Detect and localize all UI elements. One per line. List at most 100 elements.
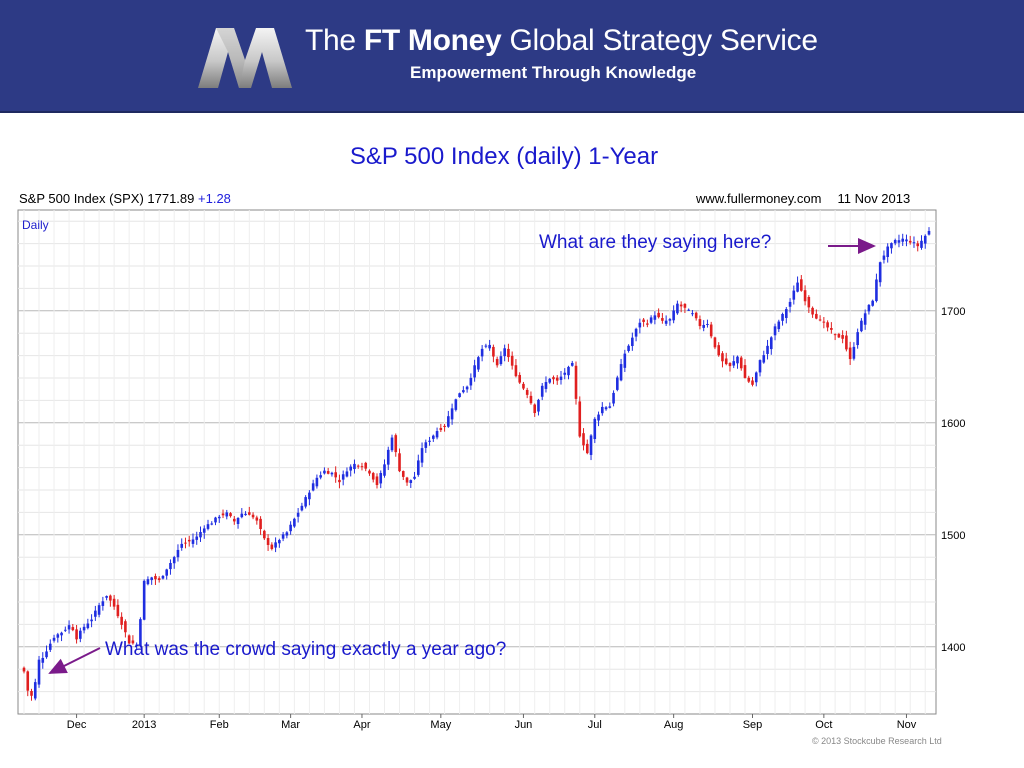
candle-body bbox=[713, 337, 717, 348]
candle-body bbox=[214, 517, 217, 523]
candle-body bbox=[82, 626, 86, 631]
candle-body bbox=[56, 634, 60, 638]
candle-body bbox=[60, 632, 63, 636]
candle-body bbox=[792, 290, 796, 300]
candle-body bbox=[616, 377, 619, 390]
candle-body bbox=[240, 513, 244, 518]
candle-body bbox=[41, 657, 45, 663]
candle-body bbox=[176, 549, 180, 558]
candle-body bbox=[469, 377, 473, 386]
copyright: © 2013 Stockcube Research Ltd bbox=[812, 736, 942, 746]
candle-body bbox=[454, 399, 458, 410]
candle-body bbox=[439, 427, 443, 431]
candle-body bbox=[323, 470, 326, 474]
candle-body bbox=[236, 518, 240, 525]
interval-label: Daily bbox=[22, 218, 49, 232]
candle-body bbox=[529, 395, 533, 404]
candle-body bbox=[447, 416, 450, 427]
candle-body bbox=[732, 361, 736, 366]
candle-body bbox=[274, 542, 277, 548]
brand-prefix: The bbox=[305, 24, 356, 57]
candle-body bbox=[139, 619, 142, 646]
candle-body bbox=[743, 365, 747, 378]
candle-body bbox=[206, 524, 210, 529]
candle-body bbox=[694, 312, 698, 319]
candle-body bbox=[326, 471, 330, 474]
candle-body bbox=[37, 659, 41, 685]
candle-body bbox=[90, 619, 93, 622]
candle-body bbox=[401, 471, 405, 477]
candle-body bbox=[837, 334, 841, 338]
candle-body bbox=[353, 463, 356, 470]
candle-body bbox=[281, 534, 285, 539]
candle-body bbox=[709, 324, 713, 337]
candle-body bbox=[26, 671, 30, 691]
brand-suffix: Global Strategy Service bbox=[509, 24, 819, 57]
candle-body bbox=[330, 472, 334, 475]
annotation-top: What are they saying here? bbox=[539, 232, 772, 253]
candle-body bbox=[923, 235, 927, 244]
candle-body bbox=[289, 524, 292, 532]
candle-body bbox=[278, 540, 281, 544]
price-change: +1.28 bbox=[198, 191, 231, 206]
candle-body bbox=[830, 328, 833, 330]
candle-body bbox=[683, 303, 687, 308]
candle-body bbox=[135, 644, 138, 646]
candle-body bbox=[796, 282, 799, 292]
candle-body bbox=[375, 476, 379, 486]
instrument-label: S&P 500 Index (SPX) 1771.89 bbox=[19, 191, 195, 206]
candle-body bbox=[154, 576, 157, 580]
candle-body bbox=[428, 440, 431, 442]
candle-body bbox=[199, 531, 202, 538]
candle-body bbox=[94, 610, 97, 617]
candle-body bbox=[379, 473, 383, 484]
chart-instrument-header: S&P 500 Index (SPX) 1771.89 +1.28 bbox=[19, 191, 231, 206]
candle-body bbox=[856, 332, 859, 346]
candle-body bbox=[777, 321, 781, 330]
candle-body bbox=[585, 443, 589, 454]
candle-body bbox=[927, 230, 931, 235]
candle-body bbox=[702, 324, 705, 328]
candle-body bbox=[75, 629, 78, 640]
candle-body bbox=[232, 518, 236, 522]
candle-body bbox=[424, 442, 428, 448]
candle-body bbox=[251, 514, 255, 518]
candle-body bbox=[548, 378, 552, 383]
candle-body bbox=[751, 380, 754, 385]
x-tick-label: Mar bbox=[281, 719, 300, 731]
candle-body bbox=[649, 317, 653, 323]
x-tick-label: Nov bbox=[897, 719, 917, 731]
candle-body bbox=[180, 543, 184, 548]
axis-layer: 1400 1500 1600 1700 Dec 2013 Feb Mar Apr May Jun Ju… bbox=[67, 306, 966, 731]
plot-area bbox=[17, 209, 937, 715]
candle-body bbox=[64, 629, 67, 631]
candle-body bbox=[706, 323, 709, 325]
candle-body bbox=[676, 303, 679, 314]
candle-body bbox=[653, 315, 657, 320]
candle-body bbox=[634, 328, 638, 337]
candle-body bbox=[886, 246, 889, 258]
candle-body bbox=[717, 345, 721, 356]
candle-body bbox=[394, 435, 398, 453]
candle-body bbox=[187, 539, 191, 542]
candle-body bbox=[916, 243, 920, 247]
candle-body bbox=[259, 518, 262, 530]
candle-body bbox=[721, 353, 724, 362]
candle-body bbox=[800, 279, 803, 291]
candle-body bbox=[728, 363, 732, 367]
candle-body bbox=[736, 356, 739, 364]
candle-body bbox=[127, 635, 131, 644]
candle-body bbox=[398, 453, 401, 472]
candle-body bbox=[841, 335, 844, 339]
candle-body bbox=[912, 242, 916, 244]
candle-body bbox=[195, 536, 199, 540]
candle-body bbox=[263, 530, 266, 539]
candle-body bbox=[495, 358, 499, 366]
candle-body bbox=[221, 513, 225, 516]
candle-body bbox=[724, 358, 728, 365]
candle-body bbox=[803, 290, 807, 302]
candle-body bbox=[567, 366, 570, 376]
candle-body bbox=[867, 304, 871, 312]
candle-body bbox=[386, 449, 390, 465]
